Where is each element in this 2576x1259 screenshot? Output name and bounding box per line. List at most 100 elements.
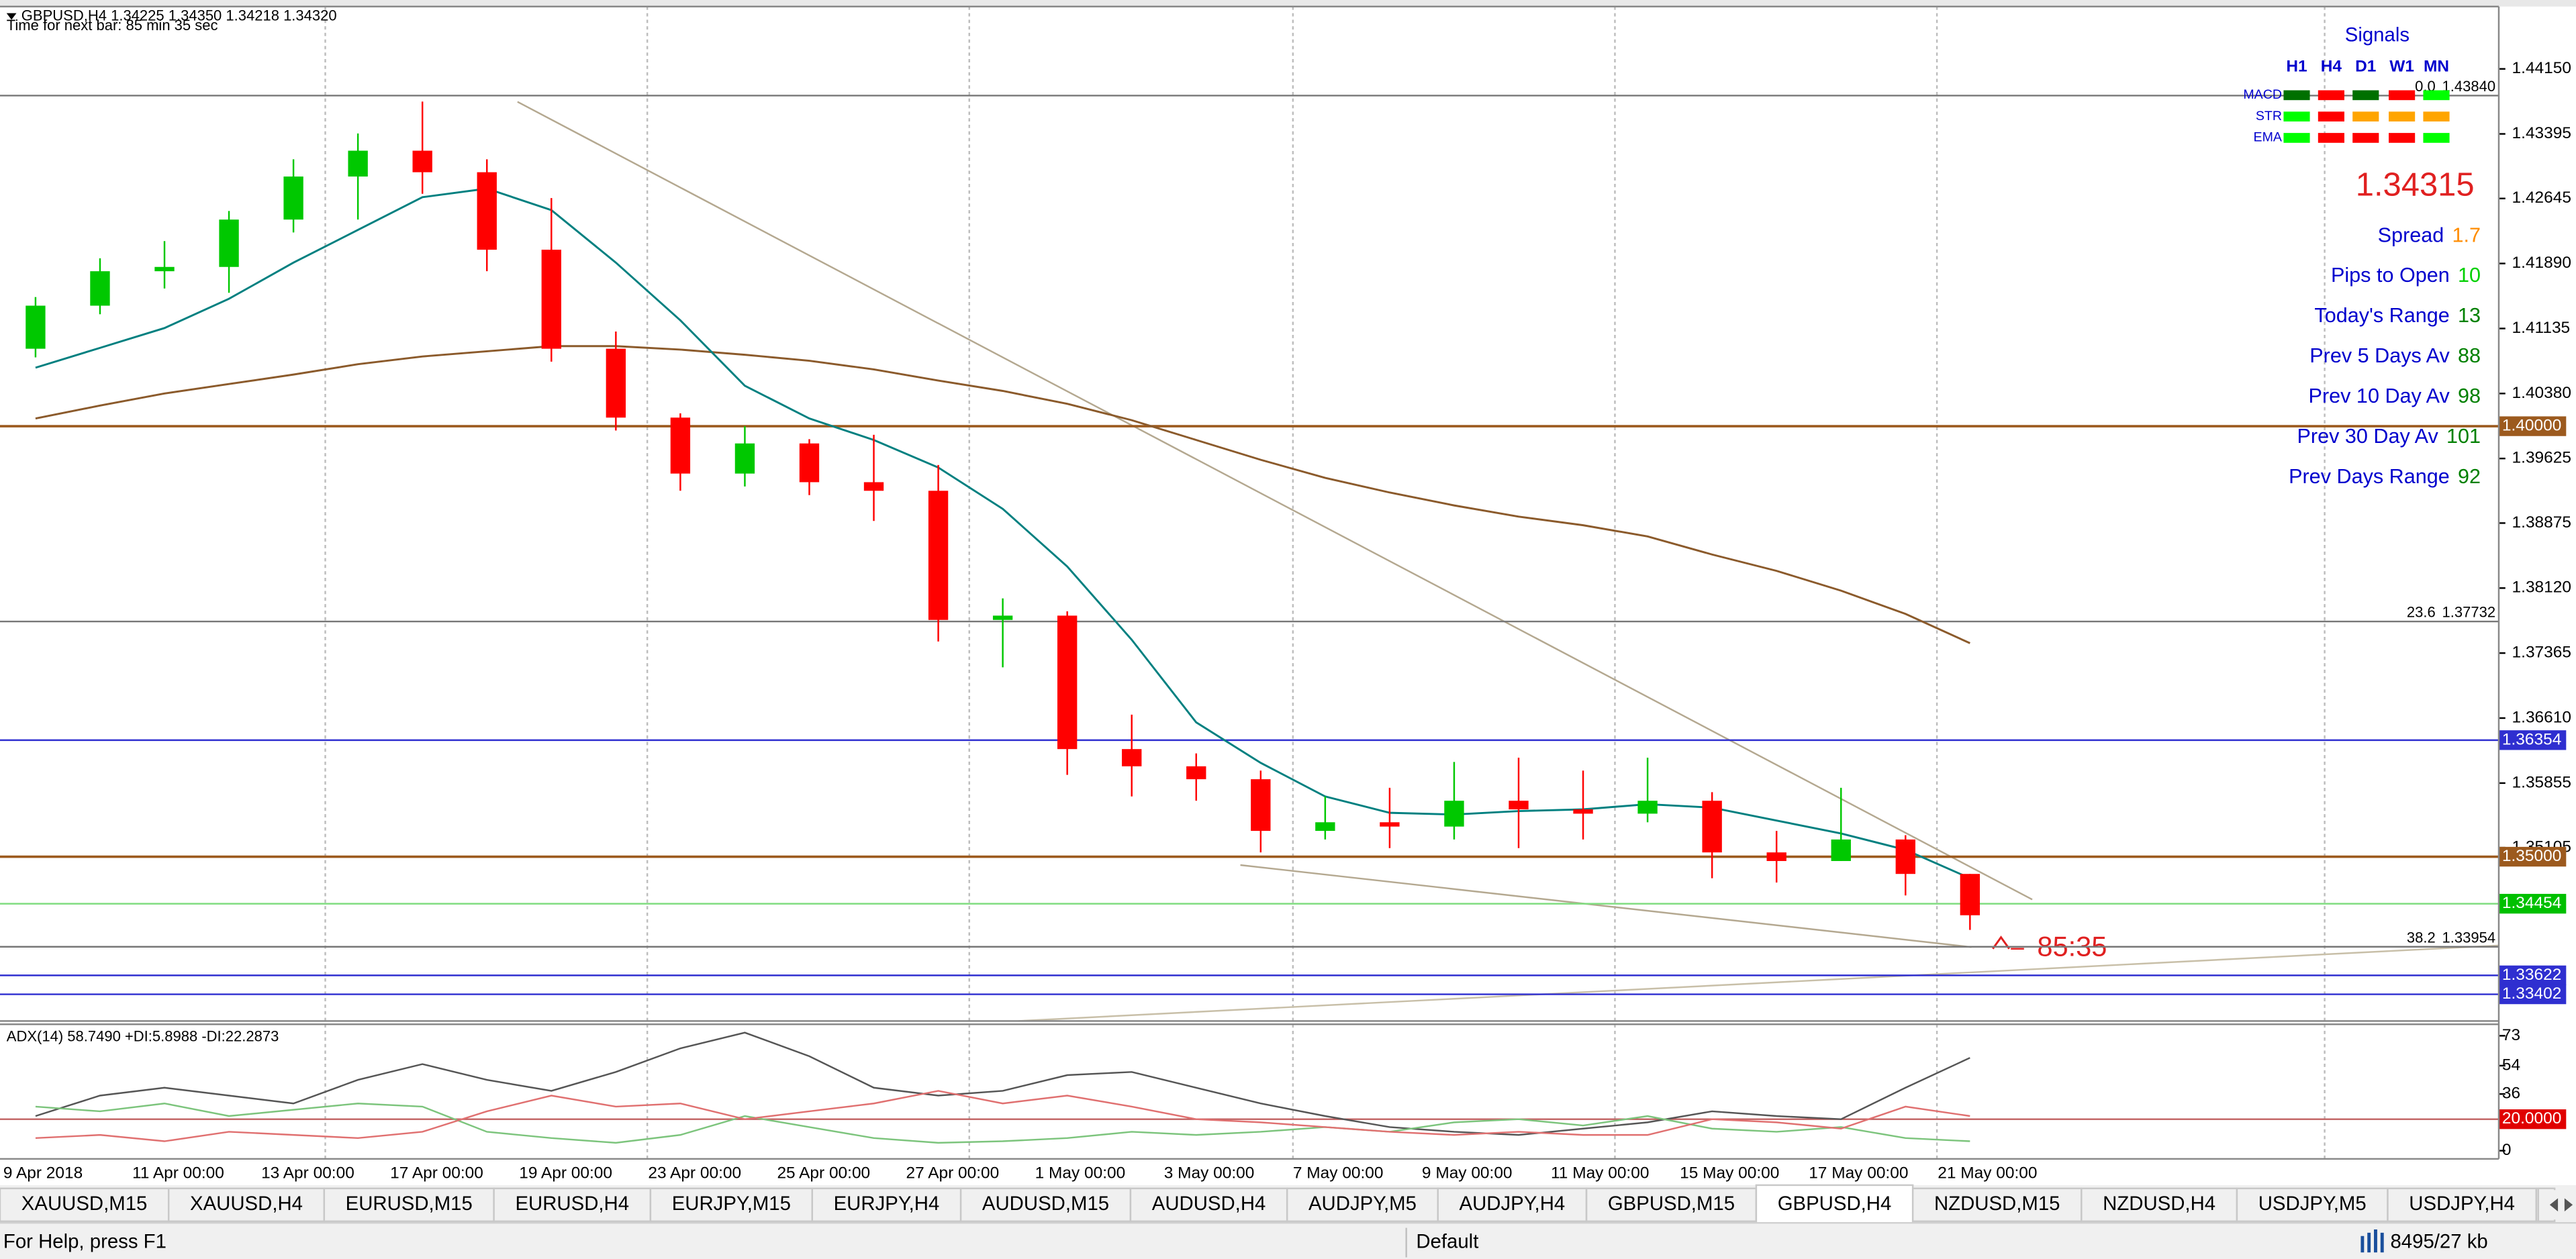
tab-label[interactable]: AUDJPY,M5 [1308, 1193, 1417, 1215]
candle-body [412, 150, 432, 172]
signal-box [2423, 111, 2450, 121]
tab-label[interactable]: EURJPY,M15 [672, 1193, 791, 1215]
signal-row: EMA [2254, 130, 2283, 145]
x-tick-label: 21 May 00:00 [1938, 1164, 2037, 1182]
candle-body [477, 172, 497, 250]
tab-label[interactable]: AUDUSD,H4 [1152, 1193, 1266, 1215]
candle-body [1380, 822, 1400, 827]
candle-body [799, 443, 820, 483]
candle-body [1831, 839, 1851, 861]
tab[interactable] [649, 1187, 814, 1222]
tab[interactable] [2387, 1187, 2538, 1222]
tab-label[interactable]: EURJPY,H4 [834, 1193, 940, 1215]
x-tick-label: 17 Apr 00:00 [390, 1164, 483, 1182]
level-label: 1.36354 [2502, 730, 2561, 748]
signal-box [2389, 111, 2416, 121]
scroll-left[interactable] [2549, 1198, 2559, 1212]
top-strip [0, 0, 2576, 7]
tab[interactable] [323, 1187, 495, 1222]
level-label: 1.35000 [2502, 847, 2561, 865]
x-tick-label: 1 May 00:00 [1035, 1164, 1126, 1182]
stat-value: 92 [2458, 465, 2481, 488]
tab[interactable] [959, 1187, 1132, 1222]
tab-label[interactable]: USDJPY,M5 [2258, 1193, 2367, 1215]
y-tick-label: 1.38875 [2512, 513, 2571, 532]
menu-triangle[interactable] [6, 13, 17, 20]
y-tick-label: 1.40380 [2512, 384, 2571, 402]
tab-label[interactable]: GBPUSD,M15 [1608, 1193, 1735, 1215]
tab[interactable] [811, 1187, 962, 1222]
x-tick-label: 3 May 00:00 [1164, 1164, 1255, 1182]
traffic-icon [2360, 1229, 2384, 1253]
tab-label[interactable]: GBPUSD,H4 [1778, 1193, 1892, 1215]
level-tag [2498, 984, 2567, 1005]
x-tick-label: 9 May 00:00 [1422, 1164, 1513, 1182]
tab-label[interactable]: EURUSD,H4 [515, 1193, 629, 1215]
stat-label: Prev Days Range [2289, 465, 2450, 488]
tab-label[interactable]: XAUUSD,M15 [21, 1193, 148, 1215]
tab[interactable] [0, 1187, 170, 1222]
y-tick-label: 1.35855 [2512, 773, 2571, 791]
signal-box [2423, 90, 2450, 101]
level-label: 1.40000 [2502, 417, 2561, 435]
signal-row: STR [2256, 109, 2282, 123]
y-tick-label: 0 [2502, 1141, 2512, 1159]
stat-value: 10 [2458, 264, 2481, 287]
y-tick-label: 1.44150 [2512, 59, 2571, 77]
tab-label[interactable]: EURUSD,M15 [346, 1193, 473, 1215]
tab-label[interactable]: AUDJPY,H4 [1460, 1193, 1566, 1215]
signal-box [2318, 133, 2344, 143]
tab[interactable] [167, 1187, 326, 1222]
x-tick-label: 25 Apr 00:00 [777, 1164, 870, 1182]
candle-body [1122, 749, 1142, 766]
tab-label[interactable]: NZDUSD,M15 [1934, 1193, 2060, 1215]
stat-value: 98 [2458, 385, 2481, 407]
tab[interactable] [493, 1187, 652, 1222]
x-tick-label: 23 Apr 00:00 [648, 1164, 741, 1182]
tab[interactable] [1437, 1187, 1588, 1222]
signal-box [2352, 90, 2379, 101]
tab-label[interactable]: USDJPY,H4 [2409, 1193, 2515, 1215]
tab[interactable] [1911, 1187, 2083, 1222]
signal-box [2283, 133, 2310, 143]
tab-label[interactable]: AUDUSD,M15 [982, 1193, 1109, 1215]
tab[interactable] [2236, 1187, 2389, 1222]
stat-value: 13 [2458, 304, 2481, 327]
tab[interactable] [1755, 1184, 1914, 1224]
y-tick-label: 1.41135 [2512, 319, 2571, 337]
candle-body [154, 266, 175, 272]
signal-box [2283, 111, 2310, 121]
stat-label: Prev 10 Day Av [2309, 385, 2450, 407]
candle-body [1573, 809, 1593, 814]
stat-label: Today's Range [2314, 304, 2449, 327]
level-tag [2498, 965, 2567, 986]
candle-body [1444, 801, 1464, 827]
tab[interactable] [1585, 1187, 1758, 1222]
fib-level: 38.2 [2407, 929, 2436, 946]
fib-price: 1.37732 [2442, 604, 2496, 621]
trendlines [517, 101, 2499, 1022]
candle-body [734, 443, 755, 474]
indicator-title: ADX(14) 58.7490 +DI:5.8988 -DI:22.2873 [7, 1028, 279, 1045]
level-tag [2498, 416, 2567, 436]
y-tick-label: 1.38120 [2512, 578, 2571, 597]
y-tick-label: 1.43395 [2512, 124, 2571, 142]
tab-label[interactable]: NZDUSD,H4 [2103, 1193, 2215, 1215]
candle-body [992, 615, 1013, 620]
signals-title: Signals [2345, 24, 2410, 46]
x-tick-label: 7 May 00:00 [1293, 1164, 1384, 1182]
fib-price: 1.33954 [2442, 929, 2496, 946]
signal-box [2352, 111, 2379, 121]
moving-average [35, 345, 1970, 644]
tab[interactable] [1129, 1187, 1288, 1222]
tab-label[interactable]: XAUUSD,H4 [190, 1193, 303, 1215]
signal-box [2352, 133, 2379, 143]
stat-value: 101 [2446, 425, 2481, 448]
x-tick-label: 9 Apr 2018 [3, 1164, 83, 1182]
candle-body [348, 150, 368, 177]
scroll-right[interactable] [2564, 1198, 2573, 1212]
stat-value: 88 [2458, 344, 2481, 367]
signal-row: MACD [2243, 87, 2282, 102]
status-bar [0, 1223, 2576, 1259]
